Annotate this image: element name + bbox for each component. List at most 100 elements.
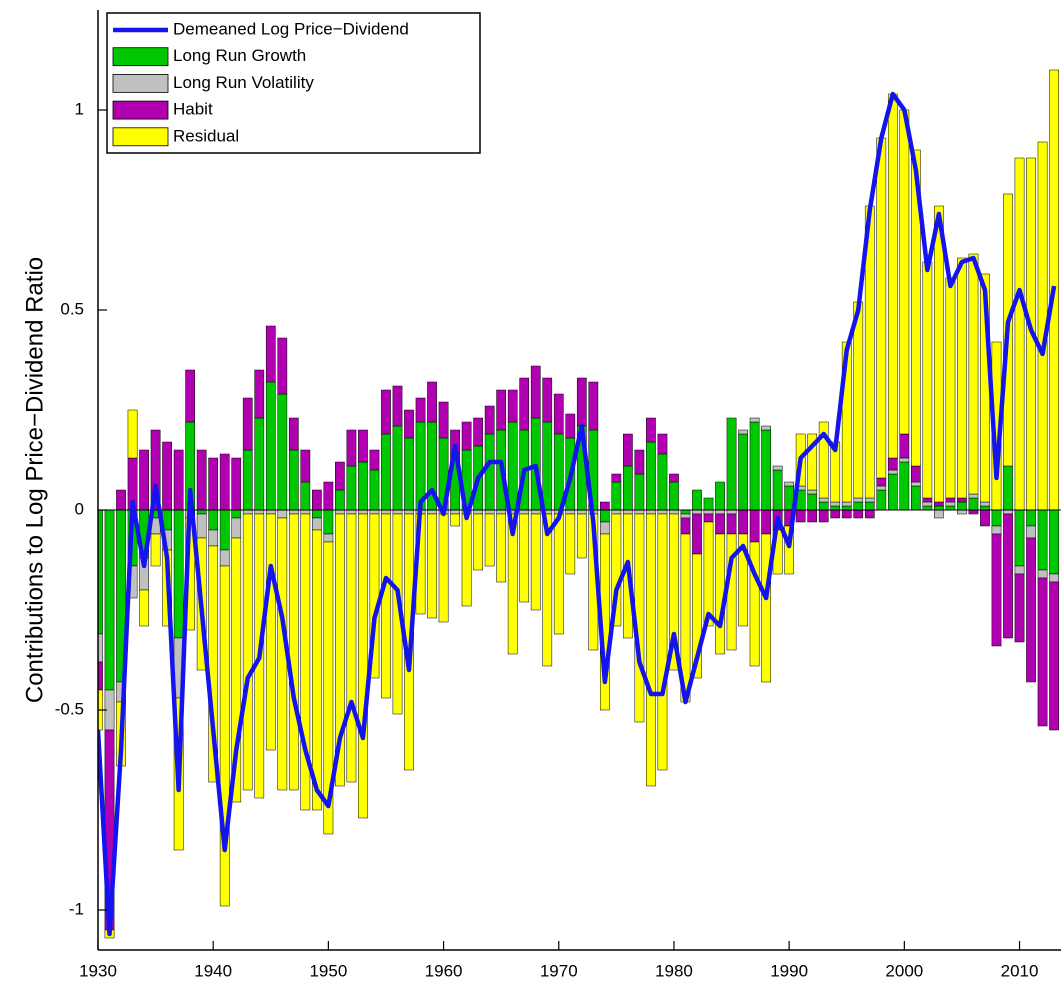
bar-segment xyxy=(922,497,933,503)
bar-segment xyxy=(346,465,357,511)
bar-segment xyxy=(957,257,967,499)
bar-segment xyxy=(312,529,322,811)
bar-segment xyxy=(530,365,541,419)
bar-segment xyxy=(346,429,357,467)
bar-segment xyxy=(139,589,149,627)
x-tick-label: 1980 xyxy=(655,961,693,980)
bar-segment xyxy=(853,509,864,519)
bar-segment xyxy=(173,449,184,511)
bar-segment xyxy=(599,501,610,511)
bar-segment xyxy=(715,513,725,535)
legend-label: Long Run Volatility xyxy=(173,73,314,92)
bar-segment xyxy=(1014,509,1025,567)
bar-segment xyxy=(346,513,357,783)
bar-segment xyxy=(553,513,564,635)
bar-segment xyxy=(450,509,460,515)
bar-segment xyxy=(968,509,979,515)
bar-segment xyxy=(887,457,898,471)
bar-segment xyxy=(669,473,679,483)
bar-segment xyxy=(887,469,898,475)
bar-segment xyxy=(634,473,645,511)
x-tick-label: 2000 xyxy=(885,961,923,980)
bar-segment xyxy=(450,513,460,527)
bar-segment xyxy=(957,501,967,511)
bar-segment xyxy=(599,509,610,523)
bar-segment xyxy=(219,509,230,551)
bar-segment xyxy=(1003,513,1013,639)
bar-segment xyxy=(496,513,507,583)
bar-segment xyxy=(1014,573,1025,643)
bar-segment xyxy=(116,489,126,511)
bar-segment xyxy=(288,417,299,451)
bar-segment xyxy=(254,509,265,515)
bar-segment xyxy=(219,549,230,567)
bar-segment xyxy=(980,501,990,507)
bar-segment xyxy=(784,525,795,575)
bar-segment xyxy=(1003,509,1013,515)
bar-segment xyxy=(254,369,265,419)
bar-segment xyxy=(542,513,553,667)
bar-segment xyxy=(646,509,656,515)
bar-segment xyxy=(864,501,875,511)
bar-segment xyxy=(692,553,702,679)
bar-segment xyxy=(335,461,345,491)
bar-segment xyxy=(738,433,748,511)
bar-segment xyxy=(749,509,760,543)
bar-segment xyxy=(265,381,276,511)
bar-segment xyxy=(358,513,368,819)
bar-segment xyxy=(576,513,587,559)
bar-segment xyxy=(496,389,507,431)
bar-segment xyxy=(438,401,449,439)
bar-segment xyxy=(818,421,829,499)
bar-segment xyxy=(646,441,656,511)
bar-segment xyxy=(98,661,103,691)
y-tick-label: 0.5 xyxy=(60,299,84,318)
bar-segment xyxy=(761,425,771,431)
bar-segment xyxy=(300,449,311,483)
bar-segment xyxy=(841,509,852,519)
bar-segment xyxy=(415,397,426,423)
x-tick-label: 1960 xyxy=(425,961,463,980)
bar-segment xyxy=(784,481,795,487)
bar-segment xyxy=(657,509,668,515)
bar-segment xyxy=(381,389,391,435)
bar-segment xyxy=(899,461,910,511)
x-tick-label: 2010 xyxy=(1001,961,1039,980)
x-tick-label: 1930 xyxy=(79,961,117,980)
bar-segment xyxy=(864,509,875,519)
bar-segment xyxy=(749,417,760,423)
bar-segment xyxy=(749,541,760,667)
bar-segment xyxy=(358,429,368,463)
bar-segment xyxy=(772,469,783,511)
bar-segment xyxy=(738,533,748,627)
bar-segment xyxy=(427,513,437,619)
bar-segment xyxy=(312,489,322,511)
bar-segment xyxy=(185,369,196,423)
legend-label: Habit xyxy=(173,100,213,119)
bar-segment xyxy=(254,417,265,511)
bar-segment xyxy=(565,513,576,575)
bar-segment xyxy=(127,409,138,459)
bar-segment xyxy=(807,493,818,511)
bar-segment xyxy=(991,533,1002,647)
bar-segment xyxy=(381,513,391,699)
bar-segment xyxy=(623,509,633,515)
bar-segment xyxy=(323,533,334,543)
bar-segment xyxy=(139,449,149,511)
bar-segment xyxy=(680,509,691,515)
line-series xyxy=(98,91,1057,937)
bar-segment xyxy=(599,521,610,535)
bar-segment xyxy=(761,429,771,511)
bar-segment xyxy=(404,509,414,515)
bar-segment xyxy=(288,513,299,791)
bar-segment xyxy=(807,489,818,495)
bar-segment xyxy=(807,509,818,523)
legend-swatch xyxy=(112,47,169,67)
bar-segment xyxy=(530,513,541,611)
legend-swatch xyxy=(112,74,169,93)
bar-segment xyxy=(911,485,921,511)
bar-segment xyxy=(680,517,691,535)
bar-segment xyxy=(957,497,967,503)
bar-segment xyxy=(830,501,841,507)
